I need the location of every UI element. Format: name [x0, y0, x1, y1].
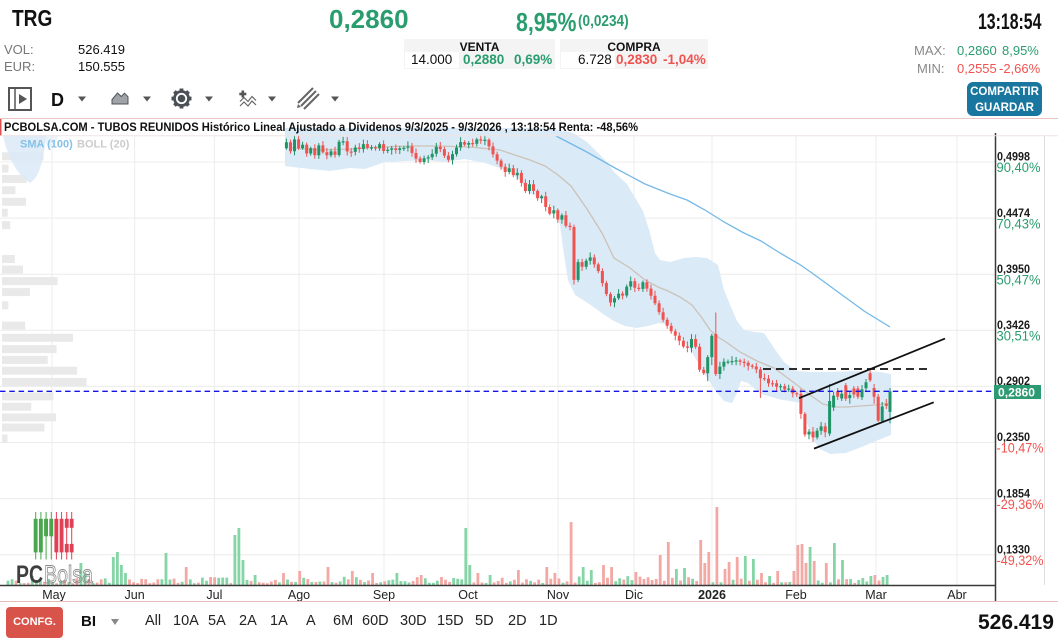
svg-text:90,40%: 90,40% [997, 160, 1041, 175]
svg-text:Bolsa: Bolsa [44, 561, 93, 589]
svg-text:2026: 2026 [698, 588, 726, 602]
svg-text:-29,36%: -29,36% [997, 497, 1044, 512]
svg-text:Oct: Oct [458, 588, 478, 602]
svg-text:50,47%: 50,47% [997, 272, 1041, 287]
svg-text:Jun: Jun [125, 588, 145, 602]
svg-text:0,1854: 0,1854 [997, 486, 1030, 500]
svg-text:D: D [51, 90, 64, 110]
svg-text:0,1330: 0,1330 [997, 542, 1030, 556]
svg-text:Sep: Sep [373, 588, 395, 602]
svg-text:PC: PC [16, 561, 43, 589]
svg-text:0,4474: 0,4474 [997, 206, 1030, 220]
svg-text:0,2860: 0,2860 [998, 386, 1035, 400]
svg-text:BOLL (20): BOLL (20) [77, 139, 130, 151]
svg-text:Mar: Mar [865, 588, 887, 602]
svg-text:0,3950: 0,3950 [997, 262, 1030, 276]
svg-text:Nov: Nov [547, 588, 570, 602]
svg-text:Dic: Dic [625, 588, 643, 602]
svg-text:0,2350: 0,2350 [997, 430, 1030, 444]
svg-text:-49,32%: -49,32% [997, 553, 1044, 568]
svg-text:30,51%: 30,51% [997, 329, 1041, 344]
svg-text:-10,47%: -10,47% [997, 441, 1044, 456]
svg-text:70,43%: 70,43% [997, 216, 1041, 231]
svg-text:Jul: Jul [206, 588, 222, 602]
svg-text:0,2902: 0,2902 [997, 374, 1030, 388]
svg-text:SMA (100): SMA (100) [20, 139, 73, 151]
svg-text:Feb: Feb [785, 588, 807, 602]
svg-text:Abr: Abr [947, 588, 966, 602]
svg-text:0,3426: 0,3426 [997, 318, 1030, 332]
svg-text:0,4998: 0,4998 [997, 150, 1030, 164]
svg-text:May: May [42, 588, 66, 602]
svg-text:Ago: Ago [288, 588, 310, 602]
